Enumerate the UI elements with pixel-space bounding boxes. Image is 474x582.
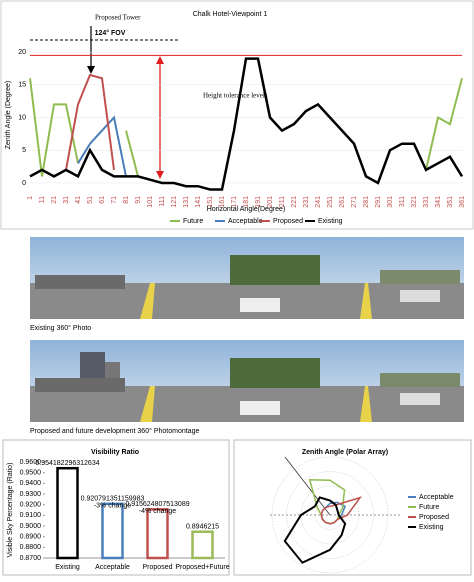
x-tick-label: 241 xyxy=(315,196,322,208)
arrow-head xyxy=(87,66,95,74)
x-tick-label: 281 xyxy=(363,196,370,208)
photo xyxy=(30,340,464,422)
y-tick-label: 0.9600 xyxy=(20,459,42,466)
x-tick-label: 121 xyxy=(171,196,178,208)
x-tick-label: Proposed xyxy=(143,564,173,571)
x-tick-label: 171 xyxy=(231,196,238,208)
y-tick-label: 0.8900 xyxy=(20,534,42,541)
x-tick-label: 341 xyxy=(435,196,442,208)
x-tick-label: 131 xyxy=(183,196,190,208)
x-tick-label: 71 xyxy=(111,196,118,204)
x-tick-label: 91 xyxy=(135,196,142,204)
x-tick-label: 221 xyxy=(291,196,298,208)
line-series xyxy=(29,78,463,177)
legend-label: Existing xyxy=(318,218,343,225)
polar-series xyxy=(320,496,363,525)
annotation: 124° FOV xyxy=(95,29,126,37)
bar xyxy=(146,508,169,560)
x-tick-label: 291 xyxy=(375,196,382,208)
line-series xyxy=(65,73,115,171)
x-tick-label: 211 xyxy=(279,196,286,207)
y-tick-label: 0.8800 xyxy=(20,544,42,551)
y-tick-label: 0.9500 xyxy=(20,470,42,477)
legend-label: Existing xyxy=(419,524,444,531)
y-tick-label: 10 xyxy=(18,114,26,121)
x-tick-label: 321 xyxy=(411,196,418,208)
legend-label: Acceptable xyxy=(419,494,454,501)
legend-label: Acceptable xyxy=(228,218,263,225)
x-tick-label: 361 xyxy=(459,196,466,208)
annotation: Proposed Tower xyxy=(95,14,141,22)
bar xyxy=(191,530,214,560)
y-tick-label: 0.9200 xyxy=(20,502,42,509)
x-tick-label: 271 xyxy=(351,196,358,208)
y-tick-label: 0.8700 xyxy=(20,555,42,562)
legend-label: Future xyxy=(419,504,439,511)
x-tick-label: 141 xyxy=(195,196,202,208)
x-tick-label: 11 xyxy=(39,196,46,203)
chart-title: Zenith Angle (Polar Array) xyxy=(302,449,388,456)
y-tick-label: 20 xyxy=(18,49,26,56)
x-tick-label: 201 xyxy=(267,196,274,208)
chart-title: Visibility Ratio xyxy=(91,449,139,456)
y-tick-label: 15 xyxy=(18,82,26,89)
x-tick-label: 261 xyxy=(339,196,346,208)
chart-title: Chalk Hotel-Viewpoint 1 xyxy=(193,11,268,18)
y-tick-label: 0.9000 xyxy=(20,523,42,530)
y-tick-label: 0.9300 xyxy=(20,491,42,498)
x-tick-label: 101 xyxy=(147,196,154,208)
x-tick-label: 231 xyxy=(303,196,310,208)
y-tick-label: 0.9100 xyxy=(20,512,42,519)
legend-label: Proposed xyxy=(273,218,303,225)
x-tick-label: 311 xyxy=(399,196,406,207)
x-tick-label: Existing xyxy=(55,564,80,571)
x-tick-label: 61 xyxy=(99,196,106,204)
polar-series xyxy=(283,496,347,564)
x-tick-label: 251 xyxy=(327,196,334,208)
annotation: -4% change xyxy=(139,508,176,515)
x-tick-label: 301 xyxy=(387,196,394,208)
annotation: Height tolerance levels xyxy=(203,92,268,100)
x-tick-label: Proposed+Future xyxy=(175,564,229,571)
y-axis-label: Zenith Angle (Degree) xyxy=(5,81,12,149)
x-tick-label: 161 xyxy=(219,196,226,208)
bar xyxy=(56,466,79,560)
x-tick-label: 151 xyxy=(207,196,214,208)
y-axis-label: Visible Sky Percentage (Ratio) xyxy=(7,463,14,558)
x-tick-label: 331 xyxy=(423,196,430,208)
x-tick-label: 111 xyxy=(159,196,166,207)
photo xyxy=(30,237,464,319)
annotation: -3% change xyxy=(94,503,131,510)
legend-label: Future xyxy=(183,218,203,225)
axis xyxy=(284,456,331,516)
x-tick-label: 21 xyxy=(51,196,58,204)
legend-label: Proposed xyxy=(419,514,449,521)
line-series xyxy=(29,57,464,191)
bar xyxy=(101,502,124,560)
y-tick-label: 5 xyxy=(22,147,26,154)
caption: Proposed and future development 360° Pho… xyxy=(30,427,199,435)
x-tick-label: Acceptable xyxy=(95,564,130,571)
line-series xyxy=(77,115,127,177)
x-tick-label: 41 xyxy=(75,196,82,204)
value-label: 0.954182296312634 xyxy=(35,460,99,467)
x-tick-label: 51 xyxy=(87,196,94,204)
x-tick-label: 181 xyxy=(243,196,250,208)
x-tick-label: 351 xyxy=(447,196,454,208)
x-tick-label: 81 xyxy=(123,196,130,204)
x-tick-label: 191 xyxy=(255,196,262,208)
value-label: 0.920791351159983 xyxy=(81,496,145,503)
y-tick-label: 0 xyxy=(22,180,26,187)
value-label: 0.8946215 xyxy=(186,524,219,531)
x-tick-label: 31 xyxy=(63,196,70,204)
x-tick-label: 1 xyxy=(27,196,34,200)
y-tick-label: 0.9400 xyxy=(20,480,42,487)
value-label: 0.915624807513089 xyxy=(125,501,189,508)
x-axis-label: Horizontal Angle(Degree) xyxy=(207,206,286,213)
caption: Existing 360° Photo xyxy=(30,324,91,332)
